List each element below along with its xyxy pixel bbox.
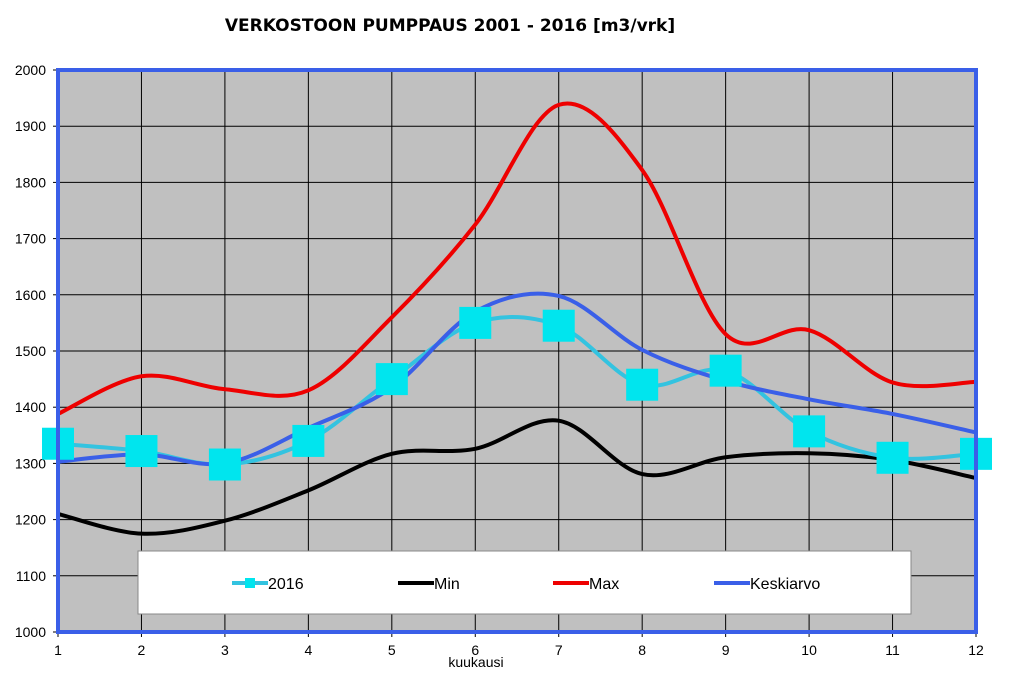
legend-label-keskiarvo: Keskiarvo <box>750 576 820 593</box>
y-tick-label: 2000 <box>15 62 46 78</box>
y-tick-label: 1400 <box>15 399 46 415</box>
data-point-2016 <box>125 435 158 468</box>
x-axis-label: kuukausi <box>448 654 503 670</box>
series-line-min <box>57 418 977 536</box>
y-tick-label: 1100 <box>16 568 46 584</box>
series-line-max <box>57 101 977 416</box>
data-point-2016 <box>626 368 659 401</box>
x-tick-label: 1 <box>54 642 62 658</box>
x-tick-label: 5 <box>388 642 396 658</box>
y-tick-label: 1700 <box>15 231 46 247</box>
y-tick-label: 1800 <box>15 174 46 190</box>
legend-marker-2016 <box>245 578 255 588</box>
x-axis-ticks: 1 2 3 4 5 6 7 8 9 10 11 12 <box>54 632 984 658</box>
legend: 2016 Min Max Keskiarvo <box>232 576 820 593</box>
legend-label-2016: 2016 <box>268 576 304 593</box>
y-axis-ticks: 1000 1100 1200 1300 1400 1500 1600 1700 1800 1900… <box>15 62 58 640</box>
x-tick-label: 12 <box>968 642 984 658</box>
legend-label-max: Max <box>589 576 619 593</box>
x-tick-label: 9 <box>722 642 730 658</box>
x-tick-label: 2 <box>138 642 146 658</box>
y-tick-label: 1200 <box>15 512 46 528</box>
data-point-2016 <box>459 306 492 339</box>
data-point-2016 <box>292 424 325 457</box>
data-point-2016 <box>542 309 575 342</box>
y-tick-label: 1500 <box>15 343 46 359</box>
x-tick-label: 4 <box>304 642 312 658</box>
x-tick-label: 7 <box>555 642 563 658</box>
x-tick-label: 3 <box>221 642 229 658</box>
data-point-2016 <box>793 415 826 448</box>
y-tick-label: 1900 <box>15 118 46 134</box>
y-tick-label: 1600 <box>15 287 46 303</box>
data-point-2016 <box>208 448 241 481</box>
data-point-2016 <box>876 441 909 474</box>
data-point-2016 <box>709 354 742 387</box>
plot-border <box>56 68 978 634</box>
legend-label-min: Min <box>434 576 460 593</box>
data-point-2016 <box>375 363 408 396</box>
y-tick-label: 1000 <box>15 624 46 640</box>
x-tick-label: 8 <box>638 642 646 658</box>
x-tick-label: 11 <box>885 642 900 658</box>
series-layer <box>42 101 992 536</box>
chart-title: VERKOSTOON PUMPPAUS 2001 - 2016 [m3/vrk] <box>224 16 676 36</box>
y-tick-label: 1300 <box>15 455 46 471</box>
x-tick-label: 6 <box>471 642 479 658</box>
x-tick-label: 10 <box>801 642 817 658</box>
